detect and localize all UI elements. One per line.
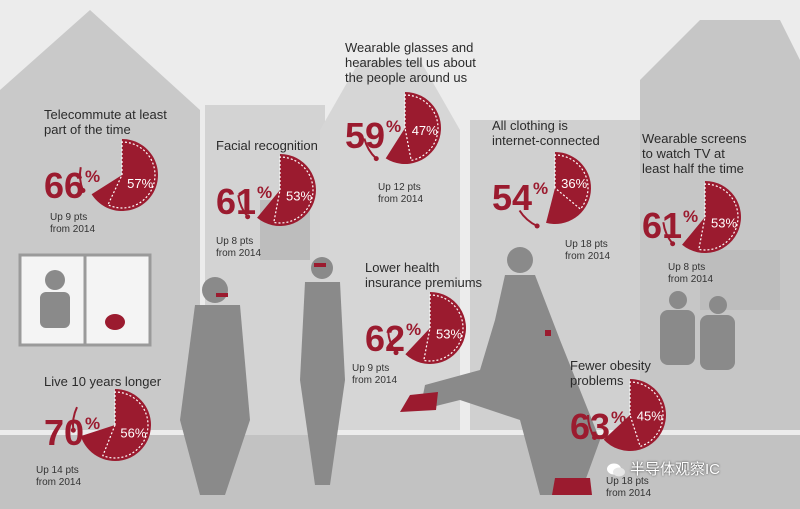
stat-value: 66% [44, 165, 101, 206]
pie-slice-previous [629, 381, 664, 448]
increase-arrow-head [592, 435, 598, 441]
stat-title: Live 10 years longer [44, 374, 162, 389]
increase-arrow-head [393, 350, 399, 356]
stat-value: 59% [345, 115, 402, 156]
stat-change-note: Up 18 pts from 2014 [565, 239, 611, 262]
stat-value: 54% [492, 177, 549, 218]
stat-title: Wearable glasses and hearables tell us ab… [345, 40, 476, 85]
increase-arrow-head [80, 187, 86, 193]
stat-title: Lower health insurance premiums [365, 260, 483, 290]
increase-arrow-head [534, 223, 540, 229]
stat-title: All clothing is internet-connected [492, 118, 600, 148]
increase-arrow-head [670, 241, 676, 247]
stat-change-note: Up 9 pts from 2014 [352, 363, 398, 386]
stat-title: Wearable screens to watch TV at least half… [642, 131, 747, 176]
increase-arrow [237, 195, 249, 218]
stat-change-note: Up 8 pts from 2014 [216, 236, 262, 259]
pie-slice-current [385, 92, 441, 164]
pie-slice-current [603, 379, 666, 451]
stat-change-note: Up 9 pts from 2014 [50, 212, 96, 235]
pie-slice-previous [273, 156, 314, 224]
stat-change-note: Up 12 pts from 2014 [378, 182, 424, 205]
pie-previous-label: 57% [127, 176, 153, 191]
stat-change-note: Up 14 pts from 2014 [36, 465, 82, 488]
pie-slice-previous [554, 154, 589, 210]
pie-chart: 53% [237, 154, 316, 226]
stat-change-note: Up 18 pts from 2014 [606, 476, 652, 499]
pie-chart: 53% [387, 292, 466, 364]
pie-slice-current [546, 152, 591, 224]
pie-chart: 45% [587, 379, 666, 451]
pie-previous-label: 45% [637, 409, 663, 424]
pie-slice-current [80, 389, 151, 461]
increase-arrow [587, 414, 596, 439]
stat-title: Facial recognition [216, 138, 318, 153]
pie-slice-current [682, 181, 741, 253]
pie-previous-label: 36% [561, 176, 587, 191]
increase-arrow [518, 209, 538, 227]
increase-arrow [363, 138, 377, 160]
pie-chart: 56% [70, 389, 151, 461]
stat-title: Fewer obesity problems [570, 358, 651, 388]
stat-value: 62% [365, 318, 422, 359]
increase-arrow [387, 330, 397, 354]
increase-arrow-head [373, 156, 379, 162]
pie-previous-label: 56% [120, 425, 146, 440]
pie-previous-label: 47% [412, 123, 438, 138]
stat-value: 61% [642, 205, 699, 246]
pie-chart: 53% [662, 181, 741, 253]
wechat-icon [607, 463, 625, 477]
stat-title: Telecommute at least part of the time [44, 107, 167, 137]
pie-previous-label: 53% [436, 327, 462, 342]
pie-slice-previous [404, 94, 439, 162]
pie-slice-previous [107, 141, 156, 209]
pie-slice-previous [423, 294, 464, 362]
increase-arrow [72, 406, 78, 431]
pie-previous-label: 53% [286, 189, 312, 204]
pie-chart: 47% [363, 92, 441, 164]
increase-arrow-head [245, 214, 251, 220]
stat-value: 61% [216, 181, 273, 222]
pie-slice-current [257, 154, 316, 226]
increase-arrow-head [70, 427, 76, 433]
stat-value: 70% [44, 412, 101, 453]
pie-slice-previous [698, 183, 739, 251]
pie-chart: 57% [79, 139, 158, 211]
pie-slice-current [91, 139, 158, 211]
pie-chart: 36% [518, 152, 591, 229]
increase-arrow [662, 222, 674, 245]
stat-change-note: Up 8 pts from 2014 [668, 262, 714, 285]
increase-arrow [79, 166, 84, 191]
pie-slice-current [405, 292, 466, 364]
watermark: 半导体观察IC [630, 461, 721, 478]
pie-previous-label: 53% [711, 216, 737, 231]
